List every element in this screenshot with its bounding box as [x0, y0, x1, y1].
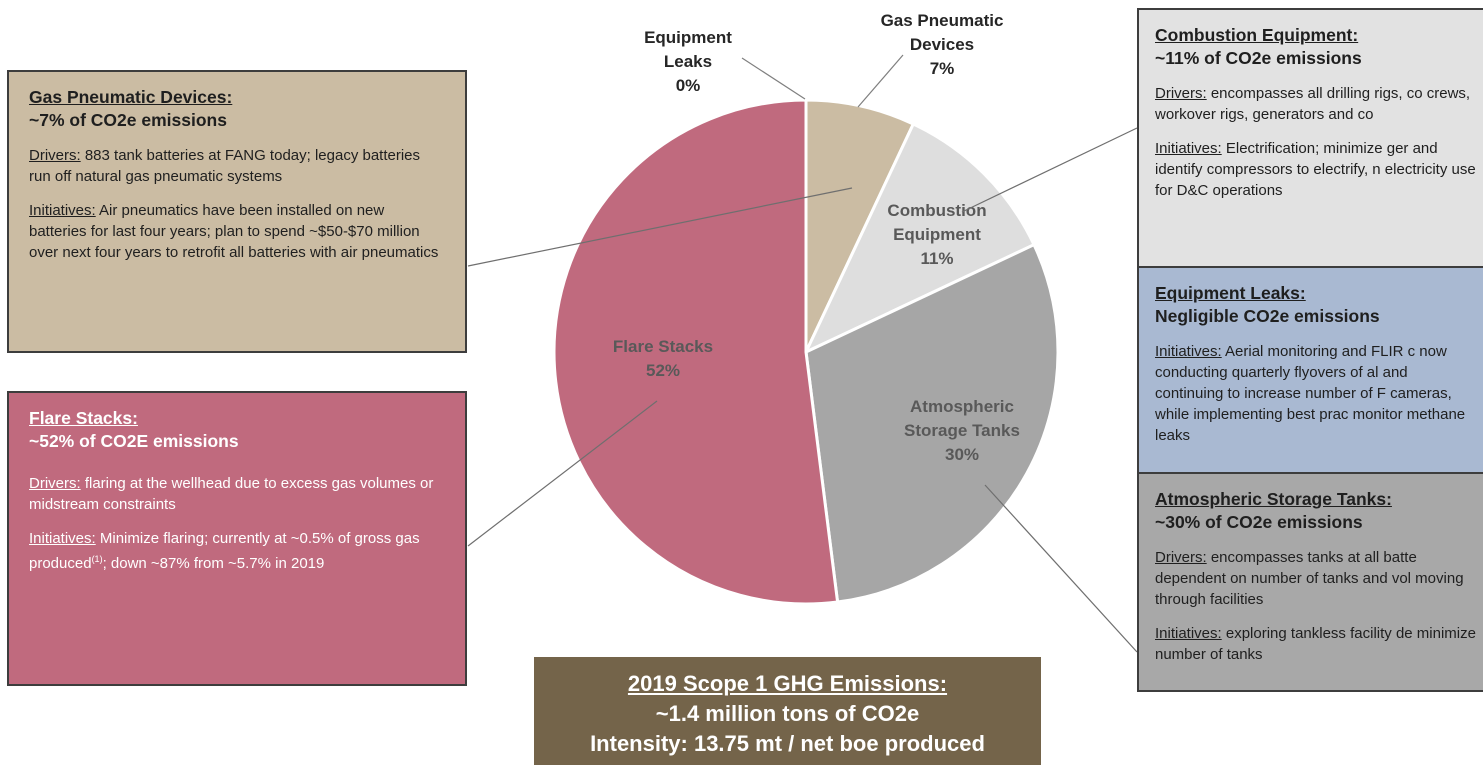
pie-label-combustion-equipment: Combustion Equipment 11% [887, 201, 986, 268]
callout-connector [467, 187, 853, 267]
drivers-text: Drivers: flaring at the wellhead due to … [29, 475, 434, 513]
footnote-marker: (1) [91, 554, 103, 564]
summary-title: 2019 Scope 1 GHG Emissions: [627, 671, 948, 696]
pie-label-gas-pneumatic-devices: Gas Pneumatic Devices 7% [881, 11, 1004, 78]
pie-slice-gas-pneumatic-devices [804, 98, 916, 353]
callout-connector [984, 484, 1138, 653]
initiatives-text: Initiatives: Electrification; minimize g… [1155, 140, 1476, 199]
panel-subtitle: ~7% of CO2e emissions [29, 110, 227, 130]
pie-label-flare-stacks: Flare Stacks 52% [613, 337, 713, 380]
leader-line [857, 54, 904, 108]
panel-subtitle: Negligible CO2e emissions [1155, 306, 1380, 326]
pie-label-atmospheric-storage-tanks: Atmospheric Storage Tanks 30% [904, 397, 1020, 464]
drivers-label: Drivers: [1155, 85, 1207, 102]
panel-title: Combustion Equipment: [1155, 25, 1359, 45]
pie-slice-combustion-equipment [802, 121, 1037, 356]
pie-slice-flare-stacks [552, 98, 840, 606]
initiatives-label: Initiatives: [1155, 343, 1222, 360]
combustion-equipment-panel: Combustion Equipment: ~11% of CO2e emiss… [1137, 8, 1483, 282]
panel-subtitle: ~11% of CO2e emissions [1155, 48, 1362, 68]
initiatives-text: Initiatives: Aerial monitoring and FLIR … [1155, 343, 1466, 444]
drivers-text: Drivers: encompasses tanks at all batte … [1155, 549, 1464, 608]
drivers-label: Drivers: [1155, 549, 1207, 566]
flare-stacks-panel: Flare Stacks: ~52% of CO2E emissions Dri… [7, 391, 467, 686]
drivers-label: Drivers: [29, 475, 81, 492]
callout-connector [467, 400, 658, 547]
equipment-leaks-panel: Equipment Leaks: Negligible CO2e emissio… [1137, 266, 1483, 486]
pie-slices [552, 98, 1060, 606]
drivers-label: Drivers: [29, 147, 81, 164]
initiatives-text: Initiatives: exploring tankless facility… [1155, 625, 1476, 663]
pie-label-equipment-leaks: Equipment Leaks 0% [644, 28, 732, 95]
panel-subtitle: ~30% of CO2e emissions [1155, 512, 1363, 532]
callout-connector [961, 127, 1138, 213]
initiatives-label: Initiatives: [29, 202, 96, 219]
leader-line [741, 57, 806, 100]
pie-slice-atmospheric-storage-tanks [804, 242, 1060, 604]
summary-total: ~1.4 million tons of CO2e [655, 701, 920, 726]
storage-tanks-panel: Atmospheric Storage Tanks: ~30% of CO2e … [1137, 472, 1483, 692]
initiatives-label: Initiatives: [1155, 140, 1222, 157]
initiatives-text: Initiatives: Air pneumatics have been in… [29, 202, 439, 261]
initiatives-text: Initiatives: Minimize flaring; currently… [29, 530, 420, 572]
summary-intensity: Intensity: 13.75 mt / net boe produced [590, 731, 985, 756]
pie-slice-labels: Equipment Leaks 0% Gas Pneumatic Devices 7% Co… [467, 11, 1138, 653]
panel-subtitle: ~52% of CO2E emissions [29, 431, 239, 451]
gas-pneumatic-panel: Gas Pneumatic Devices: ~7% of CO2e emiss… [7, 70, 467, 353]
initiatives-label: Initiatives: [29, 530, 96, 547]
summary-banner: 2019 Scope 1 GHG Emissions: ~1.4 million… [534, 657, 1041, 765]
panel-title: Atmospheric Storage Tanks: [1155, 489, 1392, 509]
initiatives-label: Initiatives: [1155, 625, 1222, 642]
drivers-text: Drivers: 883 tank batteries at FANG toda… [29, 147, 421, 185]
panel-title: Gas Pneumatic Devices: [29, 87, 233, 107]
drivers-text: Drivers: encompasses all drilling rigs, … [1155, 85, 1471, 123]
panel-title: Equipment Leaks: [1155, 283, 1306, 303]
panel-title: Flare Stacks: [29, 408, 138, 428]
